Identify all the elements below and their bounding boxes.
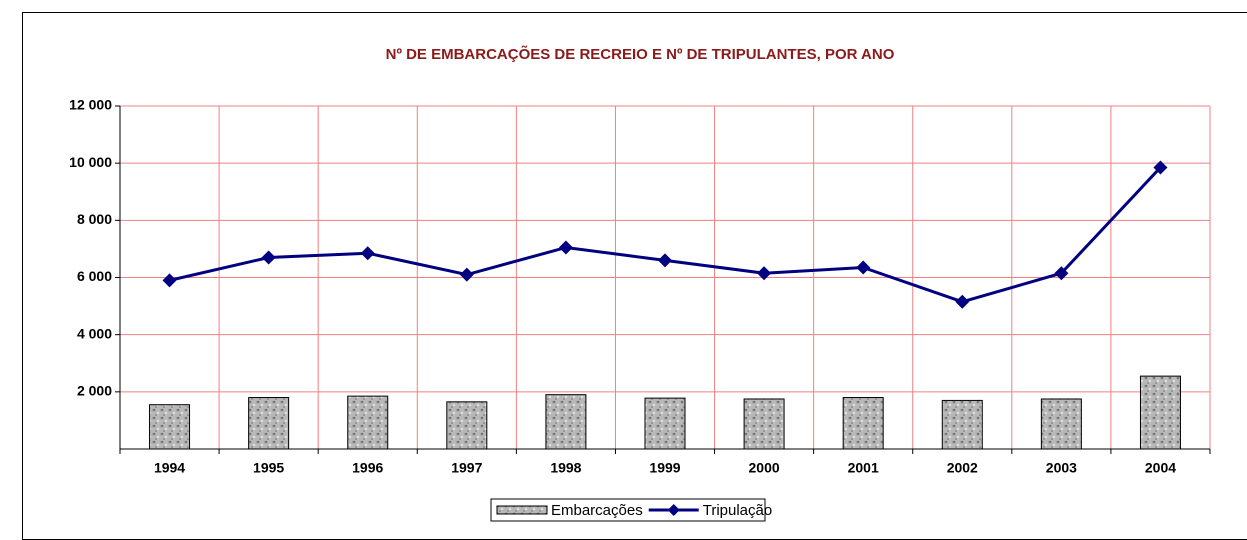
chart-title: Nº DE EMBARCAÇÕES DE RECREIO E Nº DE TRI…: [386, 45, 895, 63]
chart-border: [22, 12, 1247, 540]
marker: [360, 246, 375, 261]
marker: [658, 253, 672, 268]
x-tick-label: 2000: [749, 460, 780, 476]
x-tick-label: 2002: [947, 460, 978, 476]
x-tick-label: 2003: [1046, 460, 1077, 476]
y-tick-label: 4 000: [77, 325, 112, 341]
bar: [149, 404, 191, 450]
bar: [941, 399, 983, 450]
marker: [1153, 160, 1168, 175]
bar: [644, 397, 686, 450]
marker: [856, 260, 871, 275]
x-tick-label: 1994: [154, 460, 185, 476]
y-tick-label: 8 000: [77, 211, 112, 227]
marker: [261, 250, 276, 265]
bar: [1139, 375, 1181, 450]
x-tick-label: 1996: [352, 460, 383, 476]
bar: [446, 401, 488, 450]
x-tick-label: 2001: [848, 460, 879, 476]
bar: [743, 398, 785, 450]
bar: [842, 397, 884, 450]
marker: [1054, 266, 1069, 281]
bar: [248, 397, 290, 450]
y-tick-label: 6 000: [77, 268, 112, 284]
legend-label: Embarcações: [551, 502, 643, 519]
legend-swatch: [496, 505, 548, 515]
marker: [955, 294, 970, 309]
marker: [558, 240, 573, 255]
legend-label: Tripulação: [703, 502, 772, 519]
y-tick-label: 12 000: [69, 97, 112, 113]
y-tick-label: 2 000: [77, 383, 112, 399]
x-tick-label: 1999: [649, 460, 680, 476]
legend-marker: [667, 504, 680, 516]
x-tick-label: 1997: [451, 460, 482, 476]
y-tick-label: 10 000: [69, 154, 112, 170]
x-tick-label: 1995: [253, 460, 284, 476]
marker: [162, 273, 177, 288]
x-tick-label: 1998: [550, 460, 581, 476]
bar: [1040, 398, 1082, 450]
marker: [757, 266, 772, 281]
bar: [347, 395, 389, 450]
marker: [459, 267, 474, 282]
bar: [545, 394, 587, 450]
x-tick-label: 2004: [1145, 460, 1176, 476]
legend-box: [490, 498, 766, 522]
